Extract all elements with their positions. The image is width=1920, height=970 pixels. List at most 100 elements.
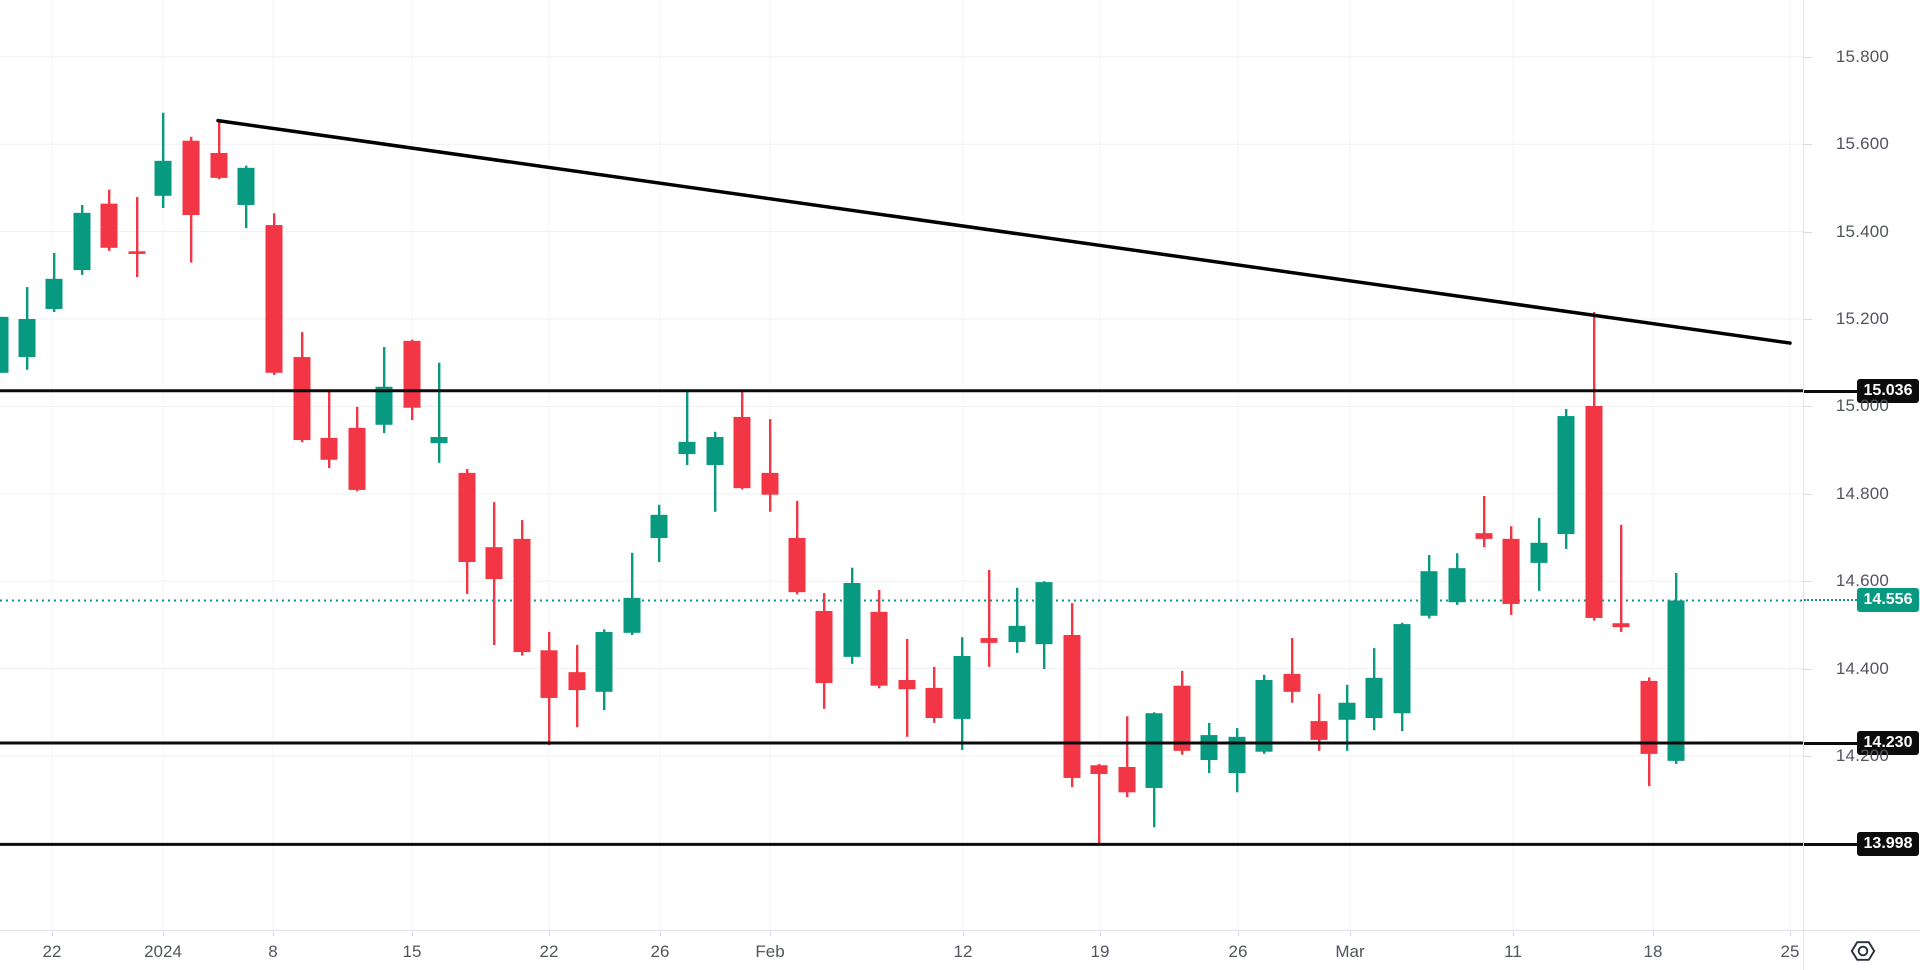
candle-body <box>1118 766 1136 793</box>
candle-body <box>595 631 613 692</box>
candle <box>568 645 586 728</box>
x-axis-tickmark <box>273 931 274 936</box>
time-axis[interactable]: 22 2024 8 15 22 26 Feb 12 19 26 Mar 11 18 25 <box>0 930 1803 970</box>
candle-wick <box>1126 716 1129 798</box>
candle <box>1475 496 1493 548</box>
candle-wick <box>686 390 689 465</box>
candle-body <box>1420 571 1438 616</box>
x-axis-tick-label: 25 <box>1780 942 1800 961</box>
candle-body <box>128 251 146 254</box>
trendline[interactable] <box>216 118 1792 345</box>
candle-body <box>458 472 476 563</box>
candle <box>430 362 448 463</box>
y-axis-tick-label: 14.800 <box>1835 483 1890 503</box>
candle <box>870 589 888 689</box>
x-axis-tickmark <box>549 931 550 936</box>
candle <box>1145 712 1163 828</box>
candle <box>761 419 779 512</box>
x-axis-tickmark <box>1238 931 1239 936</box>
candle-body <box>0 316 9 373</box>
y-axis-tickmark <box>1804 493 1812 495</box>
y-axis-tickmark <box>1804 144 1812 146</box>
candle-body <box>1365 677 1383 719</box>
x-axis-tickmark <box>770 931 771 936</box>
candle-body <box>513 538 531 653</box>
candle <box>540 631 558 746</box>
candle-body <box>925 687 943 719</box>
candle-body <box>1063 635 1081 778</box>
candle <box>458 468 476 594</box>
candle-body <box>568 672 586 691</box>
candle <box>45 253 63 313</box>
price-line-label: 14.230 <box>1804 730 1919 755</box>
candle <box>788 500 806 595</box>
candle <box>706 431 724 512</box>
candle-body <box>348 427 366 490</box>
candle <box>1612 524 1630 632</box>
candle <box>100 189 118 251</box>
candle <box>678 390 696 465</box>
current-price-label: 14.556 <box>1804 588 1919 613</box>
candle <box>815 593 833 709</box>
candle-body <box>623 597 641 633</box>
candle <box>1338 684 1356 751</box>
candle <box>1228 728 1246 793</box>
candle <box>293 332 311 443</box>
candle <box>1393 622 1411 732</box>
y-axis-tickmark <box>1804 319 1812 321</box>
x-axis-tickmark <box>412 931 413 936</box>
candle-wick <box>988 569 991 667</box>
y-axis-tick-label: 15.800 <box>1835 46 1890 66</box>
y-axis-tick-label: 15.600 <box>1835 134 1890 154</box>
candle <box>1365 648 1383 731</box>
candle-wick <box>1620 524 1623 632</box>
x-axis-tick-label: 26 <box>1228 942 1248 961</box>
candle-wick <box>769 419 772 512</box>
candle-body <box>1228 736 1246 774</box>
candle-body <box>1585 406 1603 618</box>
candle <box>1310 694 1328 751</box>
price-axis[interactable]: 15.036 14.230 13.998 14.556 15.800 15.600… <box>1803 0 1920 930</box>
candle-body <box>1448 568 1466 603</box>
candle-wick <box>1098 763 1101 845</box>
x-axis-tick-label: 26 <box>650 942 670 961</box>
chart-canvas[interactable] <box>0 0 1803 930</box>
candle <box>650 504 668 563</box>
candle <box>980 569 998 667</box>
x-axis-tickmark <box>1350 931 1351 936</box>
candle-body <box>1173 685 1191 751</box>
candle <box>513 520 531 656</box>
x-axis-tickmark <box>163 931 164 936</box>
candle <box>210 121 228 180</box>
y-axis-tickmark <box>1804 581 1812 583</box>
candle-body <box>100 203 118 248</box>
candle <box>1063 603 1081 788</box>
candle <box>1090 763 1108 845</box>
candle-body <box>430 437 448 444</box>
x-axis-tickmark <box>963 931 964 936</box>
candle <box>1502 526 1520 615</box>
candle-wick <box>218 121 221 180</box>
y-axis-tickmark <box>1804 756 1812 758</box>
axis-corner <box>1803 930 1920 970</box>
candle <box>1557 409 1575 549</box>
candle-body <box>1640 680 1658 754</box>
candle-body <box>73 212 91 271</box>
candle <box>623 552 641 636</box>
price-scale-settings-button[interactable] <box>1846 934 1880 968</box>
candle-body <box>788 537 806 593</box>
candle-body <box>485 547 503 580</box>
candle-body <box>375 386 393 425</box>
x-axis-tick-label: 11 <box>1504 942 1522 961</box>
x-axis-tick-label: 8 <box>268 942 278 961</box>
y-axis-tickmark <box>1804 406 1812 408</box>
candle-body <box>1200 735 1218 760</box>
x-axis-tickmark <box>1653 931 1654 936</box>
candle-body <box>1255 680 1273 752</box>
candle-wick <box>328 389 331 469</box>
candle-body <box>18 319 36 358</box>
x-axis-tick-label: 12 <box>953 942 973 961</box>
candle <box>1255 674 1273 754</box>
candle-body <box>1475 533 1493 539</box>
